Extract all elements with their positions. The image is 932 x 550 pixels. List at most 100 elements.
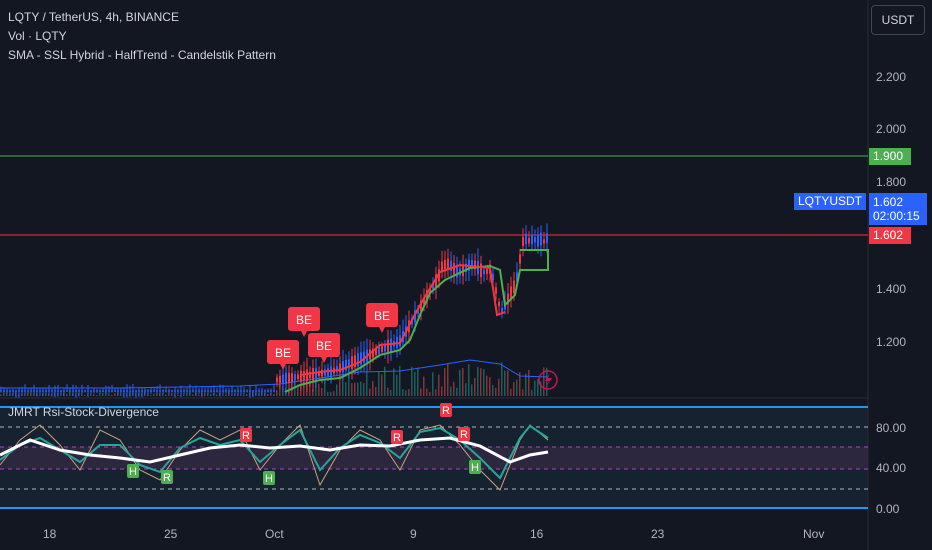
candle-body (357, 353, 359, 367)
volume-bar (114, 393, 116, 396)
candle-body (219, 390, 221, 392)
volume-bar (534, 380, 536, 396)
candle-body (51, 390, 53, 392)
svg-text:H: H (129, 466, 137, 478)
volume-bar (33, 394, 35, 396)
indicators-legend[interactable]: SMA - SSL Hybrid - HalfTrend - Candelsti… (8, 48, 276, 62)
svg-text:R: R (460, 429, 468, 441)
pattern-label[interactable]: BE (288, 307, 320, 337)
volume-bar (336, 384, 338, 396)
candle-body (75, 390, 77, 392)
volume-bar (339, 375, 341, 396)
candle-body (144, 390, 146, 392)
svg-text:R: R (163, 472, 171, 484)
symbol-badge: LQTYUSDT (794, 193, 867, 210)
volume-bar (435, 389, 437, 396)
candle-body (78, 390, 80, 392)
candle-body (174, 390, 176, 392)
volume-bar (402, 389, 404, 396)
candle-body (12, 390, 14, 392)
volume-bar (276, 390, 278, 396)
volume-bar (0, 394, 2, 396)
candle-body (24, 390, 26, 392)
volume-bar (153, 393, 155, 396)
volume-bar (351, 383, 353, 396)
pattern-label-text: BE (275, 346, 291, 360)
candle-body (171, 390, 173, 392)
candle-body (273, 390, 275, 392)
candle-body (543, 239, 545, 244)
candle-body (108, 390, 110, 392)
price-axis-label: 2.000 (876, 122, 907, 136)
svg-text:H: H (471, 462, 479, 474)
pattern-label[interactable]: BE (267, 340, 299, 370)
volume-bar (342, 365, 344, 396)
pattern-label[interactable]: BE (366, 303, 398, 333)
volume-legend[interactable]: Vol · LQTY (8, 29, 67, 43)
volume-bar (354, 382, 356, 396)
volume-bar (525, 373, 527, 396)
candle-body (363, 351, 365, 363)
volume-bar (537, 379, 539, 396)
candle-body (93, 390, 95, 392)
volume-bar (498, 378, 500, 396)
price-axis-label: 1.200 (876, 335, 907, 349)
volume-bar (30, 392, 32, 396)
volume-bar (405, 390, 407, 396)
candle-body (432, 282, 434, 289)
volume-bar (333, 391, 335, 396)
symbol-title[interactable]: LQTY / TetherUS, 4h, BINANCE (8, 10, 179, 24)
candle-body (291, 373, 293, 383)
volume-bar (9, 394, 11, 396)
currency-button[interactable]: USDT (871, 5, 925, 35)
volume-bar (492, 384, 494, 396)
candle-body (102, 390, 104, 392)
candle-body (258, 390, 260, 392)
candle-body (507, 293, 509, 305)
volume-bar (504, 370, 506, 396)
volume-bar (210, 393, 212, 396)
candle-body (192, 390, 194, 392)
volume-bar (27, 392, 29, 396)
candle-body (492, 273, 494, 281)
candle-body (207, 390, 209, 392)
flash-icon[interactable] (538, 370, 558, 390)
volume-bar (273, 393, 275, 396)
candle-body (429, 287, 431, 294)
candle-body (132, 390, 134, 392)
volume-bar (168, 393, 170, 396)
candle-body (0, 390, 2, 392)
candle-body (54, 390, 56, 392)
volume-bar (519, 372, 521, 396)
volume-bar (507, 370, 509, 396)
candle-body (264, 390, 266, 392)
candle-body (201, 390, 203, 392)
candle-body (111, 390, 113, 392)
volume-bar (417, 367, 419, 396)
volume-bar (156, 392, 158, 396)
candle-body (84, 390, 86, 392)
divergence-label: R (391, 430, 403, 444)
candle-body (66, 390, 68, 392)
volume-bar (462, 368, 464, 396)
rsi-indicator-title[interactable]: JMRT Rsi-Stock-Divergence (8, 405, 159, 419)
candle-body (252, 390, 254, 392)
candle-body (354, 355, 356, 368)
rsi-axis-label: 40.00 (876, 461, 907, 475)
volume-bar (399, 365, 401, 396)
pattern-label[interactable]: BE (308, 333, 340, 363)
candle-body (228, 390, 230, 392)
candle-body (96, 390, 98, 392)
volume-bar (345, 382, 347, 396)
volume-bar (69, 392, 71, 396)
volume-bar (357, 382, 359, 396)
volume-bar (387, 387, 389, 396)
candle-body (9, 390, 11, 392)
volume-bar (165, 394, 167, 396)
candle-body (360, 352, 362, 365)
volume-bar (327, 391, 329, 396)
candle-body (216, 390, 218, 392)
candle-body (498, 301, 500, 307)
volume-bar (243, 394, 245, 396)
